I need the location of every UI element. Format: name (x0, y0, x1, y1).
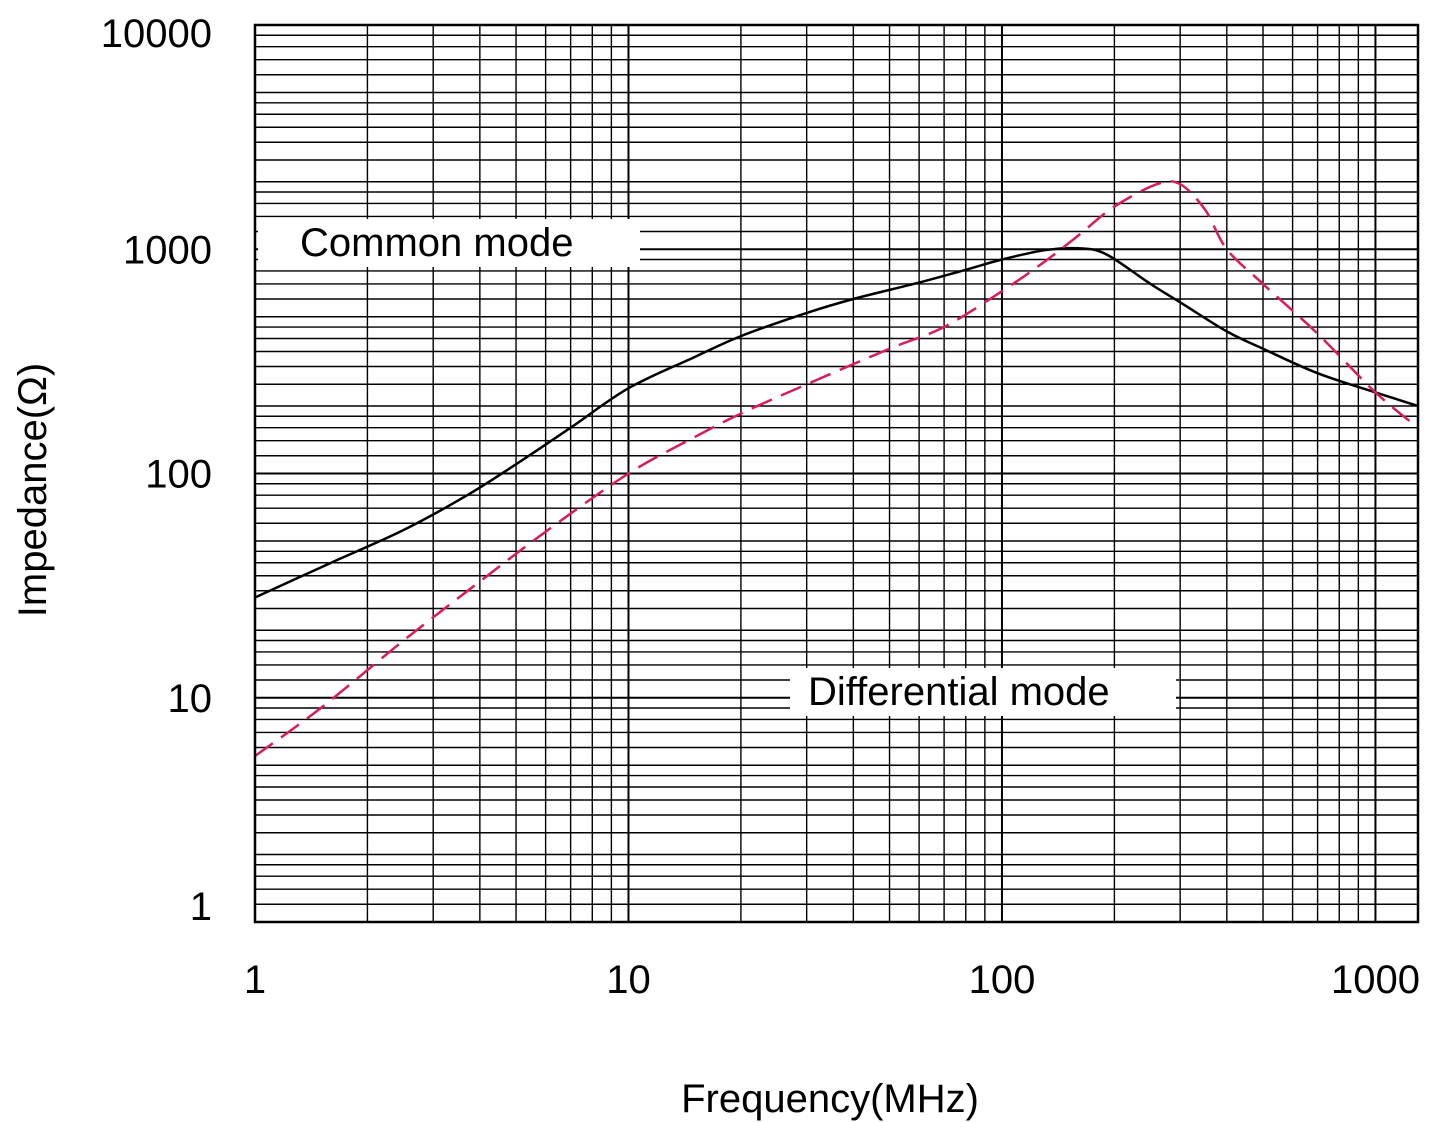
x-tick-labels: 1 10 100 1000 (244, 958, 1420, 1002)
series-curves (254, 179, 1419, 758)
annotation-differential-mode: Differential mode (808, 670, 1110, 714)
y-tick-labels: 1 10 100 1000 10000 (101, 12, 212, 929)
grid-lines (254, 25, 1418, 923)
series-line-differential-mode (254, 179, 1419, 758)
plot-border (253, 23, 1420, 924)
annotation-background (790, 668, 1176, 716)
y-tick-label: 1000 (123, 228, 212, 272)
y-axis-title: Impedance(Ω) (11, 363, 55, 617)
x-tick-label: 1 (244, 958, 266, 1002)
y-tick-label: 100 (145, 453, 212, 497)
series-line-common-mode (254, 246, 1419, 599)
x-axis-title: Frequency(MHz) (681, 1077, 979, 1121)
x-tick-label: 100 (969, 958, 1036, 1002)
y-tick-label: 10000 (101, 12, 212, 56)
y-tick-label: 10 (168, 677, 213, 721)
x-tick-label: 1000 (1331, 958, 1420, 1002)
y-tick-label: 1 (190, 885, 212, 929)
x-tick-label: 10 (606, 958, 651, 1002)
annotation-common-mode: Common mode (300, 221, 573, 265)
annotations: Common mode Differential mode (258, 219, 1176, 716)
annotation-background (258, 219, 640, 267)
